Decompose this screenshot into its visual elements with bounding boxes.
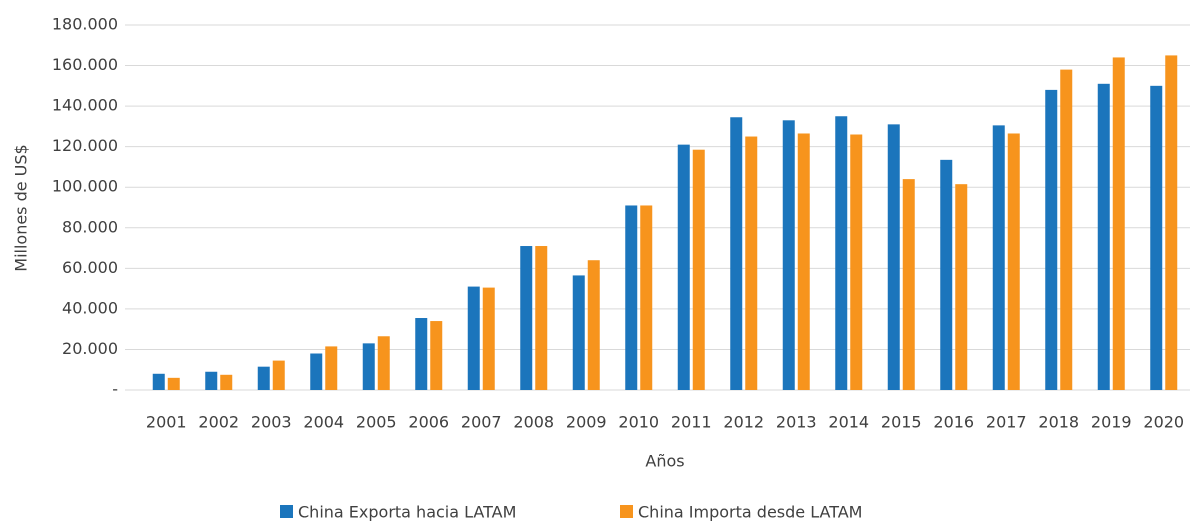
x-tick-label: 2012 <box>723 413 764 432</box>
bar <box>625 205 638 390</box>
bar <box>362 343 375 390</box>
bar <box>835 116 848 390</box>
bar <box>955 184 968 390</box>
bar <box>730 117 743 390</box>
bar <box>587 260 600 390</box>
x-tick-label: 2020 <box>1143 413 1184 432</box>
bar <box>272 360 285 390</box>
bar <box>940 159 953 390</box>
bar <box>167 377 180 390</box>
legend-label: China Importa desde LATAM <box>638 503 862 522</box>
bar <box>1165 55 1178 391</box>
x-tick-label: 2006 <box>408 413 449 432</box>
bar <box>782 120 795 391</box>
x-tick-label: 2016 <box>933 413 974 432</box>
bar <box>482 287 495 390</box>
y-tick-label: 140.000 <box>52 96 118 115</box>
y-tick-label: 120.000 <box>52 136 118 155</box>
bar <box>745 136 758 390</box>
y-tick-label: 160.000 <box>52 55 118 74</box>
y-axis-label: Millones de US$ <box>12 144 31 271</box>
x-tick-label: 2010 <box>618 413 659 432</box>
bar <box>220 374 233 390</box>
bar <box>640 205 653 390</box>
bar <box>887 124 900 390</box>
bar <box>1060 69 1073 390</box>
x-tick-label: 2014 <box>828 413 869 432</box>
bar <box>692 149 705 390</box>
x-axis-label: Años <box>645 452 684 471</box>
bar <box>850 134 863 390</box>
bar <box>257 366 270 390</box>
bar <box>310 353 323 390</box>
x-tick-label: 2009 <box>566 413 607 432</box>
bar <box>325 346 338 390</box>
x-tick-label: 2008 <box>513 413 554 432</box>
bar <box>430 321 443 390</box>
bar <box>415 318 428 390</box>
bar <box>572 275 585 390</box>
bar <box>377 336 390 390</box>
y-tick-label: 100.000 <box>52 177 118 196</box>
y-tick-label: 60.000 <box>62 258 118 277</box>
x-tick-label: 2005 <box>356 413 397 432</box>
bar <box>677 144 690 390</box>
y-tick-label: - <box>112 380 118 399</box>
bar <box>520 246 533 390</box>
legend-label: China Exporta hacia LATAM <box>298 503 516 522</box>
legend-swatch <box>620 505 633 518</box>
bar <box>902 179 915 390</box>
x-tick-label: 2003 <box>251 413 292 432</box>
bar <box>1045 89 1058 390</box>
bar <box>467 286 480 390</box>
x-tick-label: 2017 <box>986 413 1027 432</box>
bar <box>1150 85 1163 390</box>
bar <box>992 125 1005 390</box>
x-tick-label: 2013 <box>776 413 817 432</box>
bar <box>1097 83 1110 391</box>
x-tick-label: 2002 <box>198 413 239 432</box>
x-tick-label: 2019 <box>1091 413 1132 432</box>
bar <box>797 133 810 390</box>
bar <box>1007 133 1020 390</box>
x-tick-label: 2001 <box>146 413 187 432</box>
bar <box>1112 57 1125 390</box>
x-tick-label: 2015 <box>881 413 922 432</box>
x-tick-label: 2011 <box>671 413 712 432</box>
bar <box>535 246 548 390</box>
x-tick-label: 2007 <box>461 413 502 432</box>
x-tick-label: 2004 <box>303 413 344 432</box>
legend-swatch <box>280 505 293 518</box>
y-tick-label: 40.000 <box>62 298 118 317</box>
bar <box>152 373 165 390</box>
bar <box>205 371 218 390</box>
y-tick-label: 80.000 <box>62 217 118 236</box>
x-tick-label: 2018 <box>1038 413 1079 432</box>
y-tick-label: 20.000 <box>62 339 118 358</box>
y-tick-label: 180.000 <box>52 15 118 34</box>
